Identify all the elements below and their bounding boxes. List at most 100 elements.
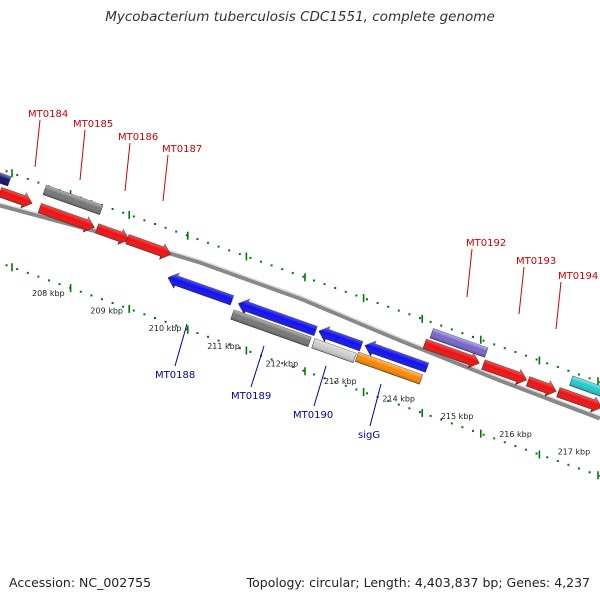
tick-dot [16,174,19,177]
tick-dot [503,347,506,350]
gene-mt0194-red[interactable] [556,385,600,415]
tick-dot [111,302,114,304]
gene-mt0189-grey-shade [230,309,312,347]
gene-label-mt0189[interactable]: MT0189 [231,391,271,402]
gene-mt0193b[interactable] [525,374,559,399]
gene-sigg[interactable] [354,351,424,385]
gene-mt0185[interactable] [37,201,97,235]
tick-dot [546,456,549,459]
gene-mt0192-purple[interactable] [429,328,489,358]
tick-dot [58,283,61,286]
kbp-label: 209 kbp [90,307,123,316]
tick-dot [461,332,464,335]
gene-labels: 208 kbp 209 kbp 210 kbp 211 kbp 212 kbp 213 k… [28,109,598,456]
tick-dot [472,429,474,432]
gene-mt0186-shade [95,223,130,245]
gene-mt0188[interactable] [165,270,235,308]
tick-dot [482,433,485,436]
tick-dot [334,381,337,383]
tick-dot [270,264,273,267]
tick-dot [37,181,40,184]
tick-dot [578,467,580,470]
tick-dot [249,256,252,259]
tick-dot [281,268,284,271]
gene-label-mt0192[interactable]: MT0192 [466,238,506,249]
tick-dot [228,343,231,346]
gene-mt0190-lightgrey[interactable] [311,338,357,363]
tick-dot [429,414,432,417]
leader-line [555,281,562,330]
tick-dot [143,313,146,316]
gene-mt0194-cyan[interactable] [569,375,600,400]
gene-sigg-blue[interactable] [362,338,430,375]
gene-mt0185-grey-shade [43,185,103,215]
tick-dot [16,268,19,271]
gene-label-mt0188[interactable]: MT0188 [155,370,195,381]
gene-mt0187[interactable] [125,232,174,262]
tick-dot [238,253,241,256]
gene-mt0193b-shade [526,376,557,396]
tick-dot [48,279,50,282]
gene-mt0184-shade [0,187,33,208]
gene-mt0183-navy-shade [0,169,12,187]
tick-dot [376,302,379,304]
tick-dot [556,366,559,368]
leader-line [250,345,265,388]
gene-label-mt0184[interactable]: MT0184 [28,109,68,120]
tick-dot [408,407,411,410]
tick-dot [578,373,580,376]
gene-mt0189-grey[interactable] [230,309,312,347]
tick-dot [79,290,82,293]
tick-dot [302,275,305,278]
kbp-label: 211 kbp [207,342,240,351]
tick-dot [397,403,400,406]
tick-dot [546,362,549,365]
tick-dot [111,208,114,210]
gene-label-sigg[interactable]: sigG [358,430,380,441]
tick-dot [556,460,559,462]
accession-text: Accession: NC_002755 [9,575,152,590]
gene-mt0192-purple-shade [429,328,489,358]
tick-dot [323,283,326,286]
tick-dot [291,271,294,274]
tick-dot [419,317,421,320]
tick-dot [207,241,209,244]
tick-dot [440,324,443,327]
tick-dot [334,287,337,289]
gene-label-mt0186[interactable]: MT0186 [118,132,158,143]
tick-dot [196,238,199,241]
tick-dot [366,298,368,301]
gene-mt0194-cyan-shade [569,375,600,399]
gene-sigg-blue-shade [364,341,429,373]
gene-mt0189[interactable] [236,296,319,339]
gene-label-mt0185[interactable]: MT0185 [73,119,113,130]
gene-mt0185-grey[interactable] [42,184,104,215]
gene-label-mt0187[interactable]: MT0187 [162,144,202,155]
tick-dot [185,328,188,331]
leader-line [124,142,131,192]
gene-mt0192[interactable] [422,336,482,370]
tick-dot [249,350,252,353]
gene-mt0185-shade [37,203,95,233]
kbp-label: 212 kbp [266,359,299,368]
gene-label-mt0190[interactable]: MT0190 [293,410,333,421]
gene-mt0193a[interactable] [481,357,530,387]
gene-label-mt0193[interactable]: MT0193 [516,256,556,267]
tick-dot [281,362,284,365]
gene-mt0190[interactable] [316,324,364,354]
tick-dot [313,279,315,282]
tick-dot [37,275,40,278]
tick-dot [207,335,209,338]
tick-dot [525,448,527,451]
tick-dot [450,422,453,425]
gene-mt0183-navy[interactable] [0,169,12,187]
tick-dot [143,219,146,222]
tick-dot [164,226,167,229]
gene-mt0184[interactable] [0,184,35,210]
gene-sigg-shade [355,352,423,385]
leader-line [369,383,382,427]
gene-label-mt0194[interactable]: MT0194 [558,271,598,282]
gene-mt0186[interactable] [94,221,131,247]
tick-dot [535,452,538,455]
